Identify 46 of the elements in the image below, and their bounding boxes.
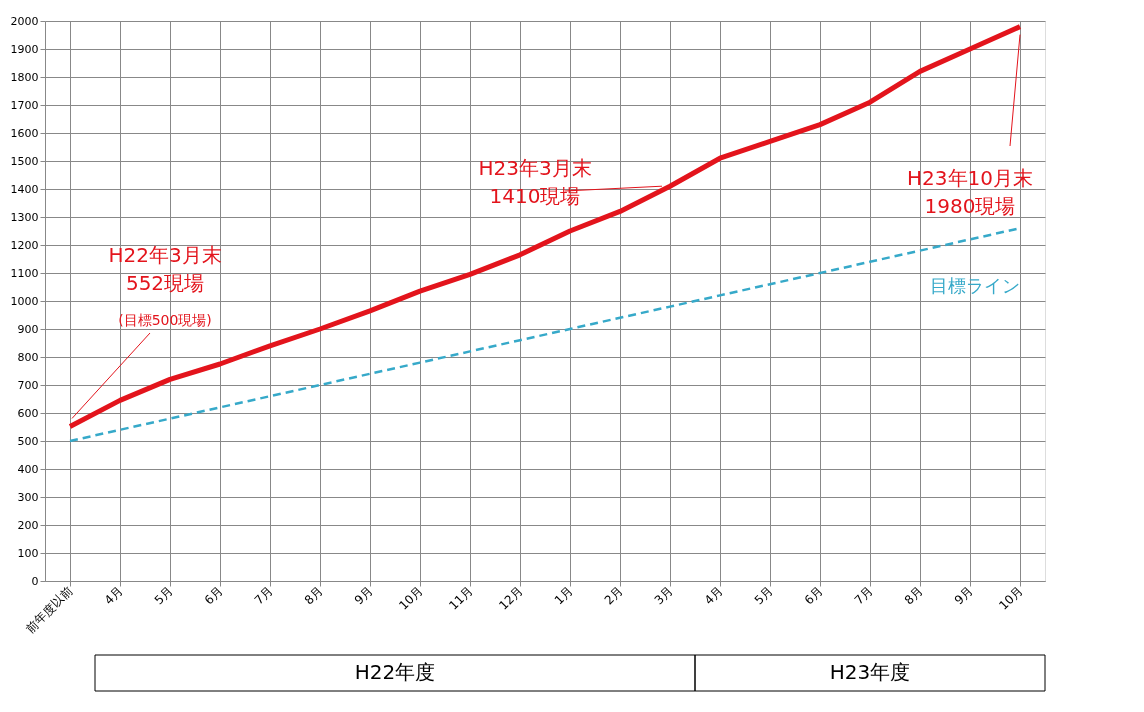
x-tick-label: 8月 [901, 583, 926, 608]
text: H23年度 [829, 660, 911, 684]
x-tick-label: 7月 [851, 583, 876, 608]
x-tick-label: 4月 [101, 583, 126, 608]
y-tick-label: 1900 [10, 42, 39, 56]
annotation: H23年10月末 1980現場 [907, 166, 1033, 218]
x-tick-label: 5月 [751, 583, 776, 608]
x-tick-label: 6月 [801, 583, 826, 608]
x-tick-label: 3月 [651, 583, 676, 608]
x-tick-label: 4月 [701, 583, 726, 608]
y-tick-label: 100 [17, 546, 39, 560]
y-tick-label: 1000 [10, 294, 39, 308]
y-tick-label: 1300 [10, 210, 39, 224]
x-tick-label: 2月 [601, 583, 626, 608]
y-tick-label: 200 [17, 518, 39, 532]
y-tick-label: 1800 [10, 70, 39, 84]
y-tick-label: 2000 [10, 14, 39, 28]
y-tick-label: 1100 [10, 266, 39, 280]
y-tick-label: 0 [31, 574, 39, 588]
x-tick-label: 1月 [551, 583, 576, 608]
x-tick-label: 7月 [251, 583, 276, 608]
y-tick-label: 900 [17, 322, 39, 336]
y-tick-label: 600 [17, 406, 39, 420]
y-tick-label: 1400 [10, 182, 39, 196]
x-tick-label: 10月 [996, 583, 1026, 613]
x-tick-label: 10月 [396, 583, 426, 613]
annotation: H22年3月末 552現場 [108, 243, 222, 295]
x-tick-label: 9月 [351, 583, 376, 608]
x-tick-label: 5月 [151, 583, 176, 608]
y-tick-label: 800 [17, 350, 39, 364]
annotation: H23年3月末 1410現場 [478, 156, 592, 208]
annotation: (目標500現場) [118, 312, 212, 328]
y-tick-label: 700 [17, 378, 39, 392]
y-tick-label: 400 [17, 462, 39, 476]
y-tick-label: 1600 [10, 126, 39, 140]
y-tick-label: 1700 [10, 98, 39, 112]
x-tick-label: 11月 [446, 583, 476, 613]
x-tick-label: 9月 [951, 583, 976, 608]
x-tick-label: 6月 [201, 583, 226, 608]
x-tick-label: 12月 [496, 583, 526, 613]
y-tick-label: 300 [17, 490, 39, 504]
x-tick-label: 8月 [301, 583, 326, 608]
y-tick-label: 1500 [10, 154, 39, 168]
y-tick-label: 500 [17, 434, 39, 448]
text: H22年度 [354, 660, 436, 684]
y-tick-label: 1200 [10, 238, 39, 252]
